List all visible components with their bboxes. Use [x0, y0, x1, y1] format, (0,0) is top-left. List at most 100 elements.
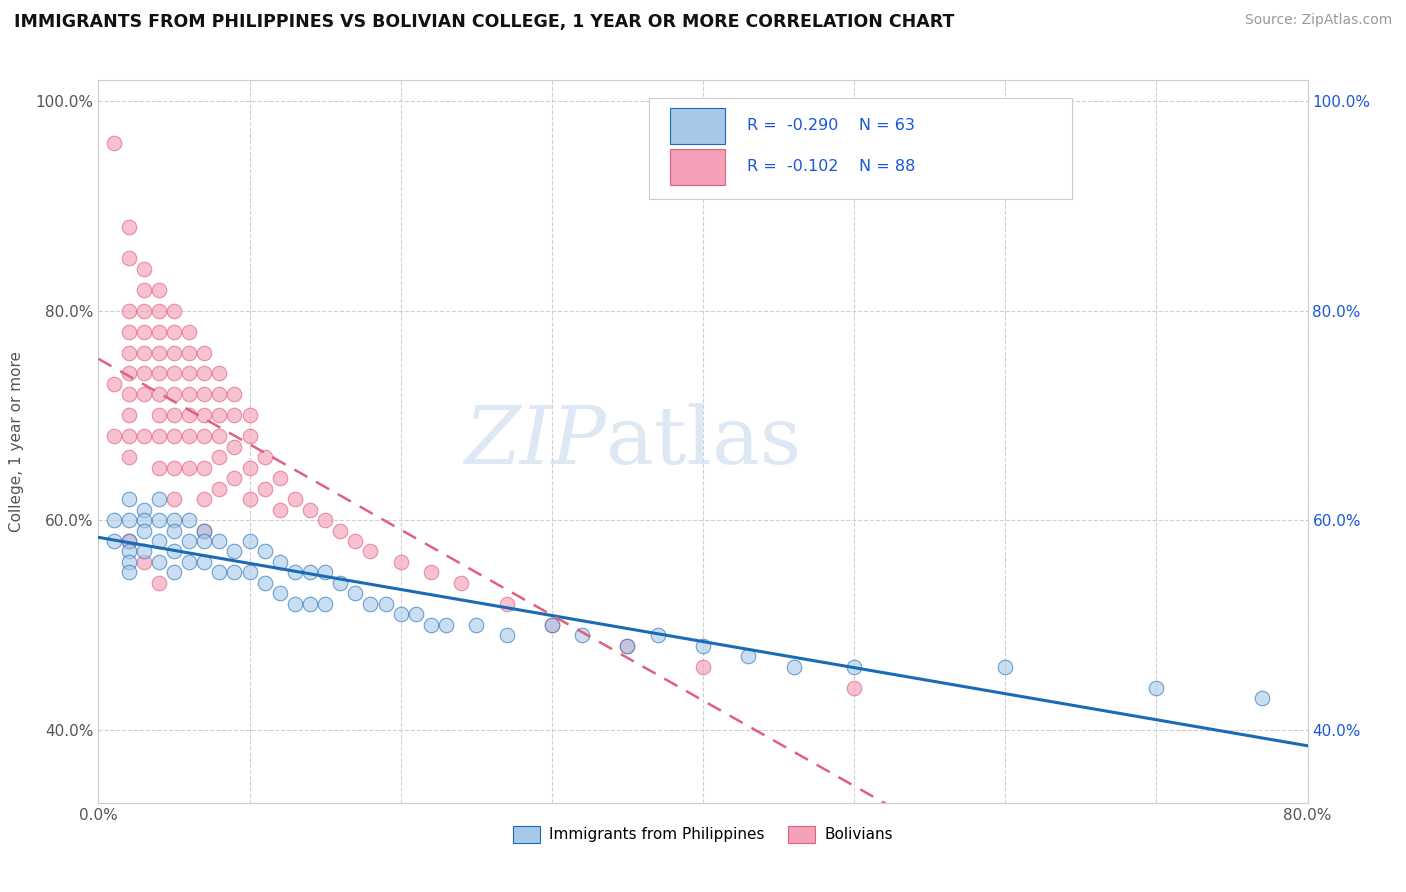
Point [118, 492, 141, 507]
Point [692, 659, 714, 673]
Point [163, 544, 186, 558]
Point [314, 597, 336, 611]
Point [118, 367, 141, 381]
Point [179, 409, 201, 423]
Point [163, 325, 186, 339]
Point [179, 367, 201, 381]
Point [118, 409, 141, 423]
Point [148, 283, 170, 297]
Point [179, 460, 201, 475]
Point [329, 524, 352, 538]
Point [540, 617, 562, 632]
Text: atlas: atlas [606, 402, 801, 481]
Point [208, 534, 231, 549]
FancyBboxPatch shape [671, 108, 724, 144]
Point [844, 659, 866, 673]
Point [239, 460, 262, 475]
Point [132, 555, 155, 569]
Point [360, 597, 382, 611]
Point [269, 502, 291, 516]
Point [118, 219, 141, 234]
Point [420, 617, 443, 632]
Point [208, 387, 231, 401]
Point [284, 597, 307, 611]
Point [253, 544, 276, 558]
Point [103, 376, 125, 391]
Y-axis label: College, 1 year or more: College, 1 year or more [10, 351, 24, 532]
Text: R =  -0.290    N = 63: R = -0.290 N = 63 [747, 119, 914, 133]
Point [239, 492, 262, 507]
Point [118, 387, 141, 401]
Point [118, 566, 141, 580]
Point [118, 325, 141, 339]
Point [118, 303, 141, 318]
Point [148, 555, 170, 569]
Point [163, 460, 186, 475]
Point [132, 513, 155, 527]
Point [148, 387, 170, 401]
Point [179, 345, 201, 359]
Point [118, 429, 141, 443]
Point [132, 544, 155, 558]
Point [253, 575, 276, 590]
Point [299, 597, 322, 611]
Point [163, 429, 186, 443]
Text: R =  -0.102    N = 88: R = -0.102 N = 88 [747, 160, 915, 175]
Point [1144, 681, 1167, 695]
Point [495, 597, 517, 611]
Point [389, 607, 412, 622]
Point [148, 460, 170, 475]
Point [314, 566, 336, 580]
Point [783, 659, 806, 673]
Point [224, 471, 246, 485]
FancyBboxPatch shape [671, 149, 724, 185]
Point [118, 513, 141, 527]
Point [148, 409, 170, 423]
Point [132, 261, 155, 276]
Point [616, 639, 638, 653]
Point [179, 325, 201, 339]
Point [193, 460, 215, 475]
Text: ZIP: ZIP [464, 403, 606, 480]
Point [132, 367, 155, 381]
Point [239, 429, 262, 443]
Point [118, 252, 141, 266]
Point [163, 303, 186, 318]
Point [253, 450, 276, 465]
Point [103, 136, 125, 150]
Point [389, 555, 412, 569]
Point [465, 617, 488, 632]
Point [163, 409, 186, 423]
Point [193, 409, 215, 423]
Point [193, 524, 215, 538]
Point [571, 628, 593, 642]
Point [179, 555, 201, 569]
Point [329, 575, 352, 590]
Point [148, 492, 170, 507]
Point [540, 617, 562, 632]
Point [208, 566, 231, 580]
Point [163, 367, 186, 381]
Point [148, 534, 170, 549]
Point [179, 513, 201, 527]
Point [163, 387, 186, 401]
Point [118, 534, 141, 549]
Point [374, 597, 396, 611]
Point [193, 524, 215, 538]
Point [314, 513, 336, 527]
Point [420, 566, 443, 580]
Point [224, 387, 246, 401]
Point [132, 429, 155, 443]
Point [148, 367, 170, 381]
Point [148, 325, 170, 339]
Point [224, 544, 246, 558]
Point [103, 513, 125, 527]
Point [148, 429, 170, 443]
Point [239, 409, 262, 423]
FancyBboxPatch shape [648, 98, 1071, 200]
Point [132, 387, 155, 401]
Point [132, 303, 155, 318]
Point [193, 367, 215, 381]
Point [118, 345, 141, 359]
Point [299, 566, 322, 580]
